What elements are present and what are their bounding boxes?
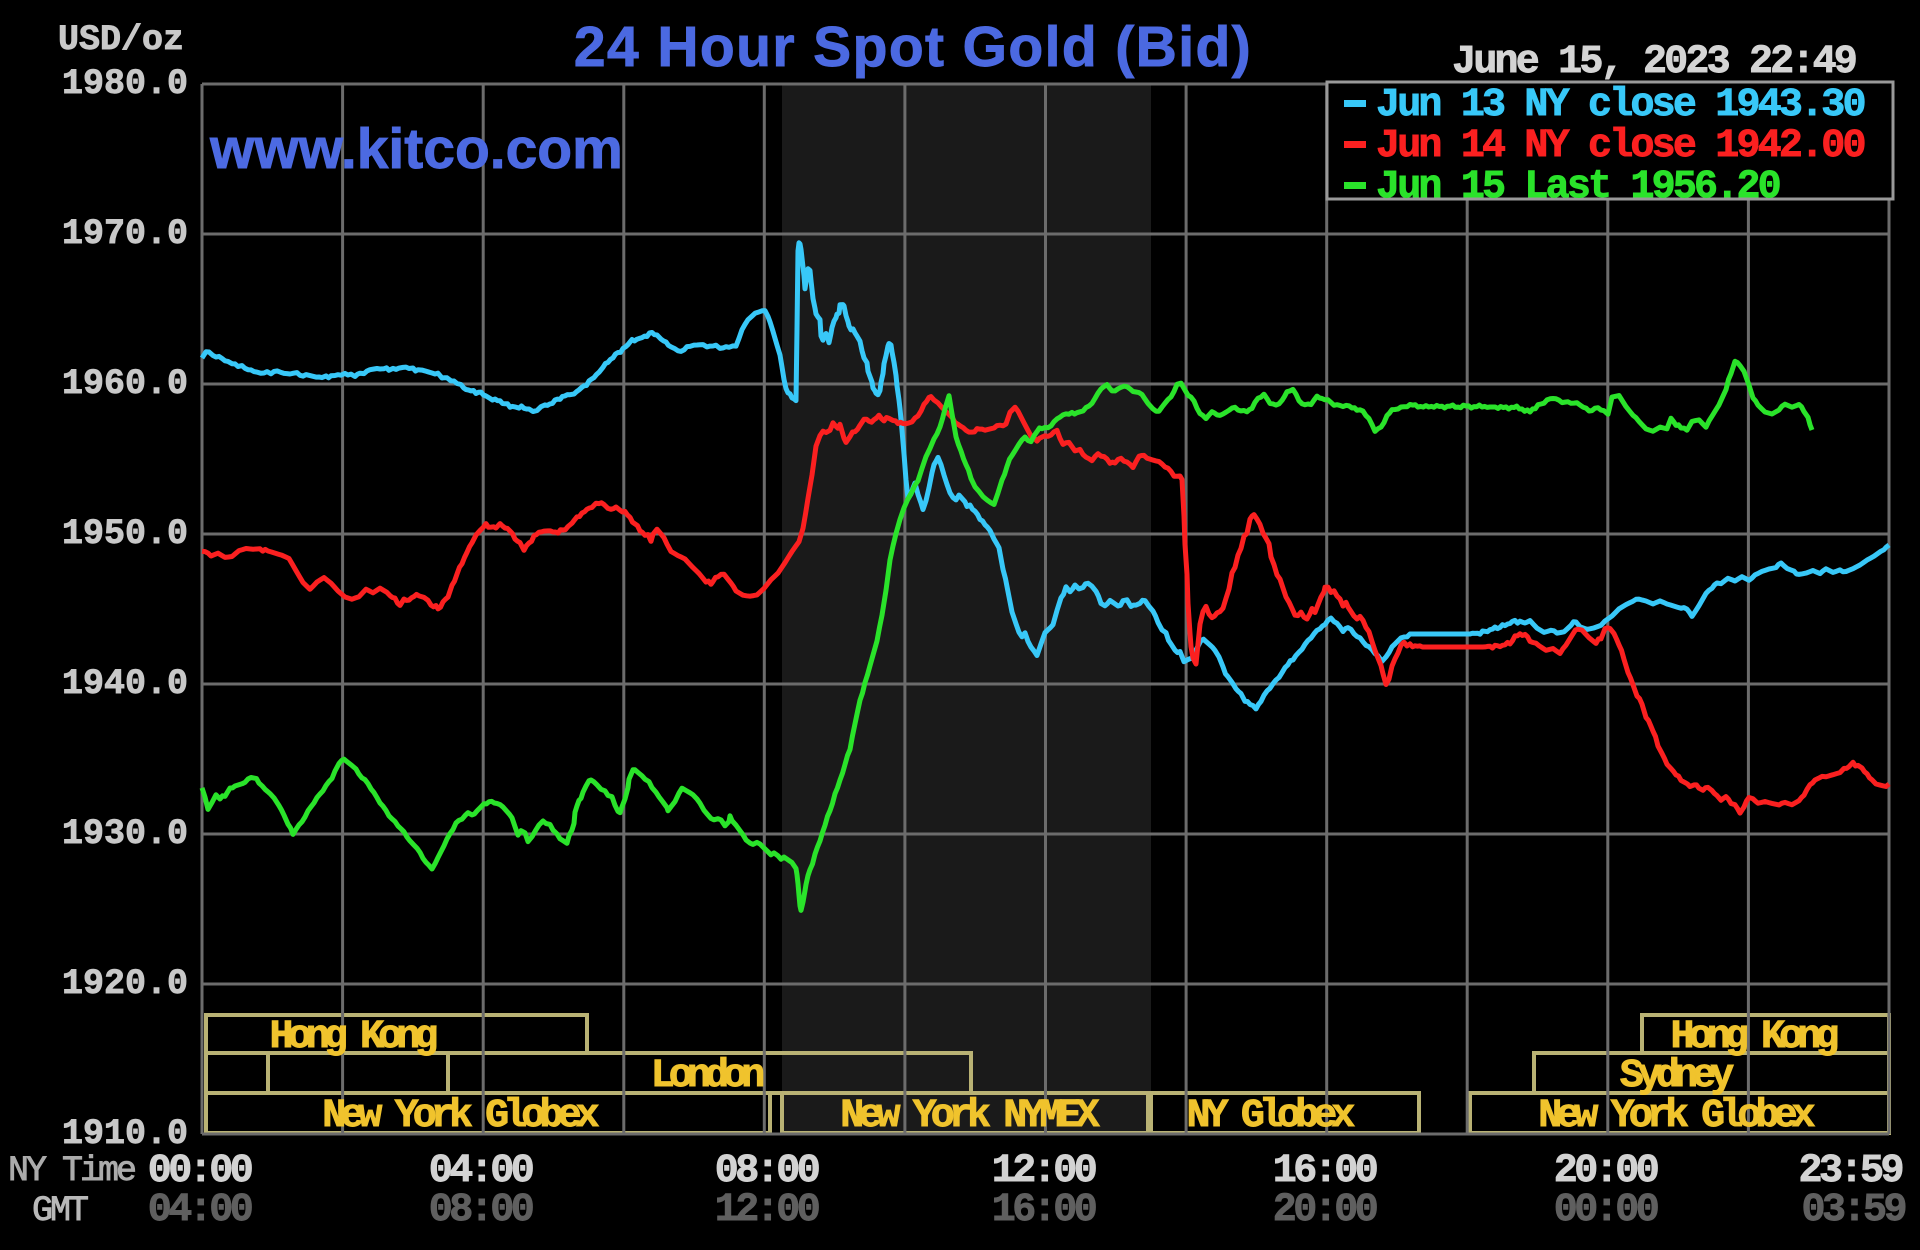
svg-text:1970.0: 1970.0 <box>62 214 188 254</box>
svg-text:New York NYMEX: New York NYMEX <box>840 1094 1099 1139</box>
svg-text:June 15, 2023 22:49: June 15, 2023 22:49 <box>1452 40 1856 85</box>
svg-text:Hong Kong: Hong Kong <box>270 1015 437 1060</box>
svg-text:Sydney: Sydney <box>1620 1054 1735 1099</box>
svg-text:1980.0: 1980.0 <box>62 64 188 104</box>
svg-text:23:59: 23:59 <box>1798 1149 1902 1194</box>
svg-text:00:00: 00:00 <box>1554 1188 1658 1233</box>
svg-text:USD/oz: USD/oz <box>58 20 184 60</box>
svg-text:www.kitco.com: www.kitco.com <box>209 117 623 181</box>
svg-text:24 Hour Spot Gold (Bid): 24 Hour Spot Gold (Bid) <box>574 15 1252 79</box>
svg-text:08:00: 08:00 <box>429 1188 533 1233</box>
svg-text:New York Globex: New York Globex <box>322 1094 599 1139</box>
svg-text:1960.0: 1960.0 <box>62 364 188 404</box>
svg-text:1950.0: 1950.0 <box>62 514 188 554</box>
svg-text:1930.0: 1930.0 <box>62 814 188 854</box>
svg-text:20:00: 20:00 <box>1273 1188 1377 1233</box>
svg-text:16:00: 16:00 <box>992 1188 1096 1233</box>
svg-text:12:00: 12:00 <box>715 1188 819 1233</box>
svg-text:12:00: 12:00 <box>992 1149 1096 1194</box>
svg-text:03:59: 03:59 <box>1801 1188 1905 1233</box>
svg-text:Jun 13 NY close 1943.30: Jun 13 NY close 1943.30 <box>1376 83 1864 128</box>
svg-text:1940.0: 1940.0 <box>62 664 188 704</box>
svg-text:1910.0: 1910.0 <box>62 1114 188 1154</box>
svg-text:16:00: 16:00 <box>1273 1149 1377 1194</box>
svg-text:00:00: 00:00 <box>148 1149 252 1194</box>
svg-text:04:00: 04:00 <box>429 1149 533 1194</box>
svg-text:Jun 14 NY close 1942.00: Jun 14 NY close 1942.00 <box>1376 124 1864 169</box>
svg-text:1920.0: 1920.0 <box>62 964 188 1004</box>
svg-text:GMT: GMT <box>32 1191 88 1231</box>
svg-text:New York Globex: New York Globex <box>1538 1094 1815 1139</box>
svg-text:London: London <box>651 1054 764 1099</box>
svg-text:Jun 15 Last 1956.20: Jun 15 Last 1956.20 <box>1376 165 1780 210</box>
svg-text:20:00: 20:00 <box>1554 1149 1658 1194</box>
svg-text:NY Time: NY Time <box>8 1151 135 1191</box>
svg-text:Hong Kong: Hong Kong <box>1671 1015 1838 1060</box>
svg-text:08:00: 08:00 <box>715 1149 819 1194</box>
svg-text:04:00: 04:00 <box>148 1188 252 1233</box>
svg-text:NY Globex: NY Globex <box>1187 1094 1356 1139</box>
